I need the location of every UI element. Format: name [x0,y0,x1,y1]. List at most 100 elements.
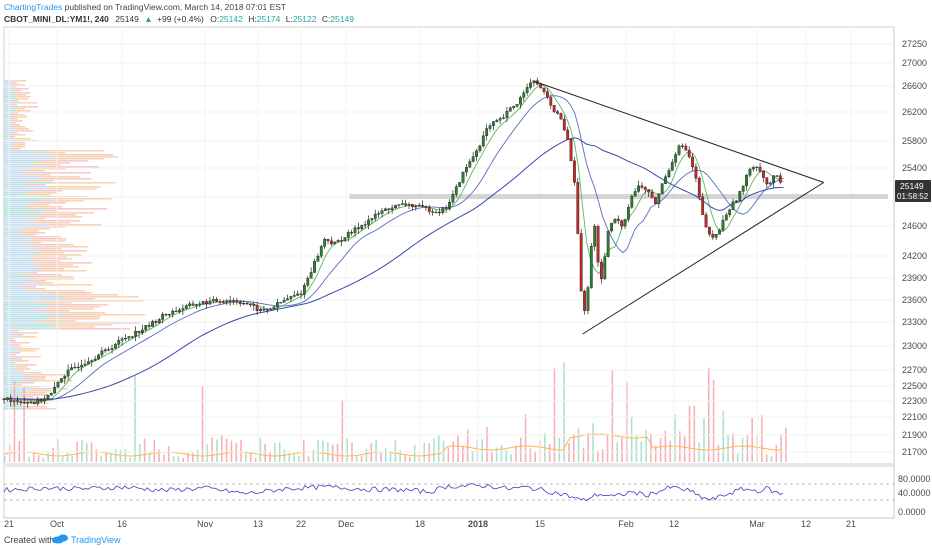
volume-profile-bar [4,264,36,266]
volume-bar [28,456,30,462]
price-pane[interactable] [3,26,895,465]
volume-profile-bar [13,108,25,110]
support-band-rect [349,194,889,199]
volume-bar [683,436,686,462]
time-axis-label: Nov [197,519,214,529]
volume-profile-bar [32,388,68,390]
volume-profile-bar [15,92,31,94]
volume-bar [384,447,387,462]
candle-body [549,97,553,106]
candle-body [431,211,435,213]
author-link[interactable]: ChartingTrades [4,2,62,12]
candle-body [424,206,428,208]
candle-body [296,293,300,296]
rsi-pane[interactable] [3,465,895,519]
volume-bar [548,444,551,462]
volume-bar [177,456,180,462]
volume-bar [654,445,657,462]
candle-body [674,154,678,163]
volume-profile-bar [33,162,70,164]
volume-profile-bar [4,148,12,150]
footer-brand[interactable]: TradingView [71,535,121,545]
rsi-indicator [3,483,894,502]
volume-profile-bar [52,198,112,200]
volume-bar [230,440,233,462]
volume-profile-bar [32,202,67,204]
candle-body [596,226,600,263]
price-axis-label: 22500 [902,381,927,391]
candle-body [660,183,664,195]
candle-body [124,337,127,340]
volume-profile-bar [44,308,94,310]
volume-bar [134,375,136,462]
volume-bar [476,439,479,462]
volume-profile-bar [10,132,18,134]
volume-profile-bar [11,90,22,92]
price-axis-label: 25800 [902,136,927,146]
candle-body [127,336,131,339]
volume-profile-bar [13,142,25,144]
candle-body [36,399,40,405]
candle-body [46,395,50,399]
candle-body [22,402,26,404]
volume-profile-bar [4,350,19,352]
candle-body [83,363,87,366]
candle-body [451,194,455,203]
candle-body [107,349,111,351]
candle-body [184,305,188,309]
volume-profile-bar [60,328,130,330]
candle-body [454,186,458,195]
candle-body [721,219,725,231]
candle-body [519,97,522,105]
time-axis-label: 12 [669,519,679,529]
volume-profile-bar [4,318,47,320]
candle-body [134,330,138,337]
volume-profile-bar [4,408,28,410]
volume-bar [341,400,344,462]
candle-body [478,145,482,152]
volume-bar [471,450,474,462]
volume-profile-bar [4,392,24,394]
volume-profile-bar [4,334,13,336]
candle-body [647,189,651,193]
candle-body [198,303,202,305]
candle-body [404,203,408,206]
price-axis-label: 22100 [902,412,927,422]
volume-bar [61,456,64,462]
volume-profile-bar [4,320,37,322]
volume-bar [404,455,406,462]
volume-profile-bar [4,276,36,278]
volume-profile-bar [20,372,42,374]
volume-profile-bar [4,160,42,162]
volume-profile-bar [4,296,65,298]
candle-body [110,348,114,350]
candle-body [569,138,573,162]
volume-bar [269,452,271,462]
volume-profile-bar [4,214,37,216]
candle-body [323,238,327,247]
candle-body [130,336,134,338]
volume-profile-bar [4,254,39,256]
volume-bar [669,440,672,462]
volume-bar [110,453,112,462]
volume-bar [515,445,517,462]
volume-bar [148,453,151,462]
volume-bar [167,446,170,462]
volume-profile-bar [4,172,44,174]
volume-profile-bar [4,96,17,98]
volume-profile-bar [43,172,91,174]
volume-bar [457,435,459,462]
volume-bar [4,456,6,462]
volume-profile-bar [4,82,10,84]
candle-body [637,185,640,192]
volume-profile-bar [4,360,16,362]
volume-profile-bar [4,166,47,168]
volume-profile-bar [52,324,113,326]
volume-bar [192,453,194,462]
candle-body [350,232,354,234]
candle-body [299,293,303,295]
candle-body [171,310,175,315]
volume-profile-bar [4,188,46,190]
volume-profile-bar [29,164,62,166]
candle-body [12,400,16,402]
